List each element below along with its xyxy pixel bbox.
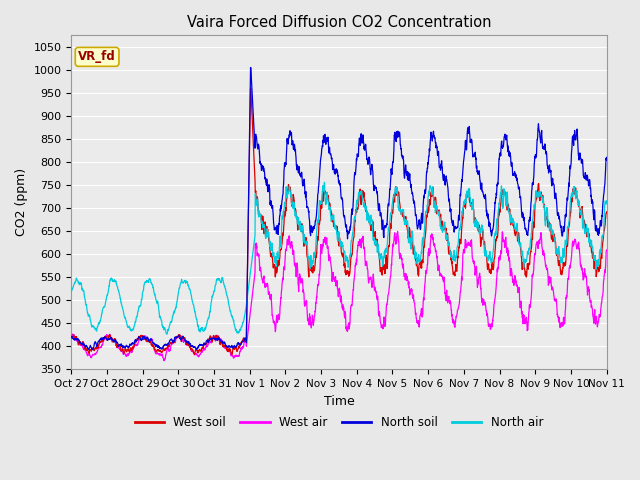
Text: VR_fd: VR_fd [78, 50, 116, 63]
Y-axis label: CO2 (ppm): CO2 (ppm) [15, 168, 28, 236]
X-axis label: Time: Time [324, 395, 355, 408]
Legend: West soil, West air, North soil, North air: West soil, West air, North soil, North a… [130, 411, 548, 433]
Title: Vaira Forced Diffusion CO2 Concentration: Vaira Forced Diffusion CO2 Concentration [187, 15, 492, 30]
